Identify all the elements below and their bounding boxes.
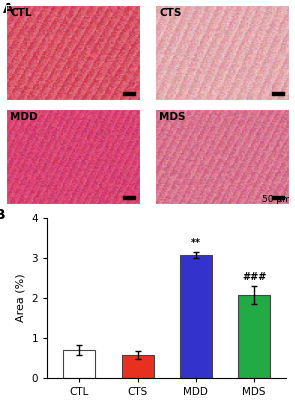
Text: CTS: CTS (159, 8, 182, 18)
Bar (123, 196, 135, 199)
Y-axis label: Area (%): Area (%) (16, 274, 26, 322)
Text: CTL: CTL (10, 8, 32, 18)
Bar (6, 109, 140, 204)
Bar (180, 255, 212, 378)
Text: 50 μm: 50 μm (262, 195, 291, 204)
Bar (63, 350, 95, 378)
Bar (155, 109, 289, 204)
Bar (122, 355, 154, 378)
Text: MDD: MDD (10, 112, 38, 122)
Text: MDS: MDS (159, 112, 186, 122)
Bar (155, 5, 289, 100)
Text: A: A (3, 2, 14, 16)
Bar (272, 196, 284, 199)
Text: B: B (0, 208, 5, 222)
Bar (272, 92, 284, 95)
Bar (238, 295, 270, 378)
Bar (123, 92, 135, 95)
Text: **: ** (191, 238, 201, 248)
Bar (6, 5, 140, 100)
Text: ###: ### (242, 272, 266, 282)
